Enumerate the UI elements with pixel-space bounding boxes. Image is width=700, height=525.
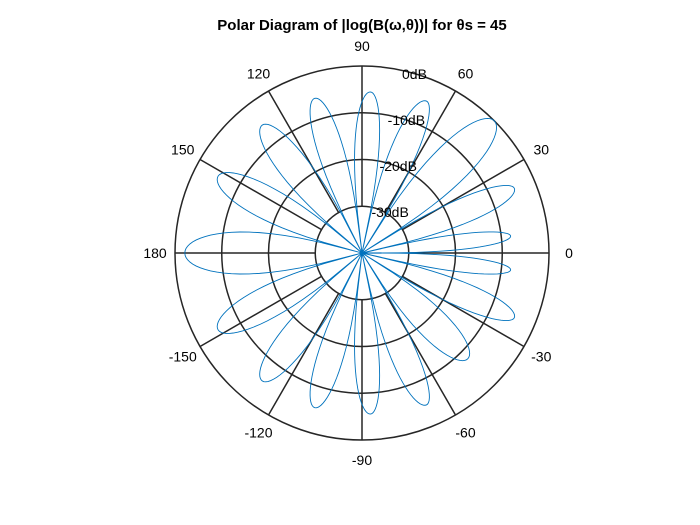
angle-tick-label: -90 [352, 452, 372, 468]
angle-tick-label: 120 [247, 66, 271, 82]
radial-tick-label: -20dB [380, 158, 417, 174]
angle-tick-label: 180 [143, 245, 167, 261]
grid-spoke-11 [402, 275, 525, 348]
grid-spoke-5 [199, 158, 322, 231]
grid-spoke-4 [267, 90, 340, 213]
radial-tick-label: -10dB [388, 112, 425, 128]
angle-tick-label: 90 [354, 38, 370, 54]
angle-tick-label: 30 [533, 142, 549, 158]
grid-spoke-2 [384, 90, 457, 213]
grid-spoke-10 [384, 293, 457, 416]
radial-tick-label: 0dB [402, 66, 427, 82]
grid-spoke-8 [267, 293, 340, 416]
angle-tick-label: -120 [244, 424, 272, 440]
angle-tick-label: -30 [531, 349, 551, 365]
angle-tick-label: -60 [455, 424, 475, 440]
angle-tick-labels: 0 30 60 90 120 150 180 -150 -120 -90 -60 -30 [143, 38, 573, 468]
grid-spoke-7 [199, 275, 322, 348]
angle-tick-label: 60 [458, 66, 474, 82]
beam-pattern [184, 91, 516, 415]
beam-pattern-line [184, 91, 516, 415]
radial-tick-label: -30dB [371, 204, 408, 220]
grid-spoke-1 [402, 158, 525, 231]
polar-grid [174, 65, 550, 441]
angle-tick-label: -150 [169, 349, 197, 365]
chart-title: Polar Diagram of |log(B(ω,θ))| for θs = … [217, 17, 506, 34]
radial-tick-labels: 0dB -10dB -20dB -30dB [371, 66, 426, 220]
angle-tick-label: 150 [171, 142, 195, 158]
angle-tick-label: 0 [565, 245, 573, 261]
